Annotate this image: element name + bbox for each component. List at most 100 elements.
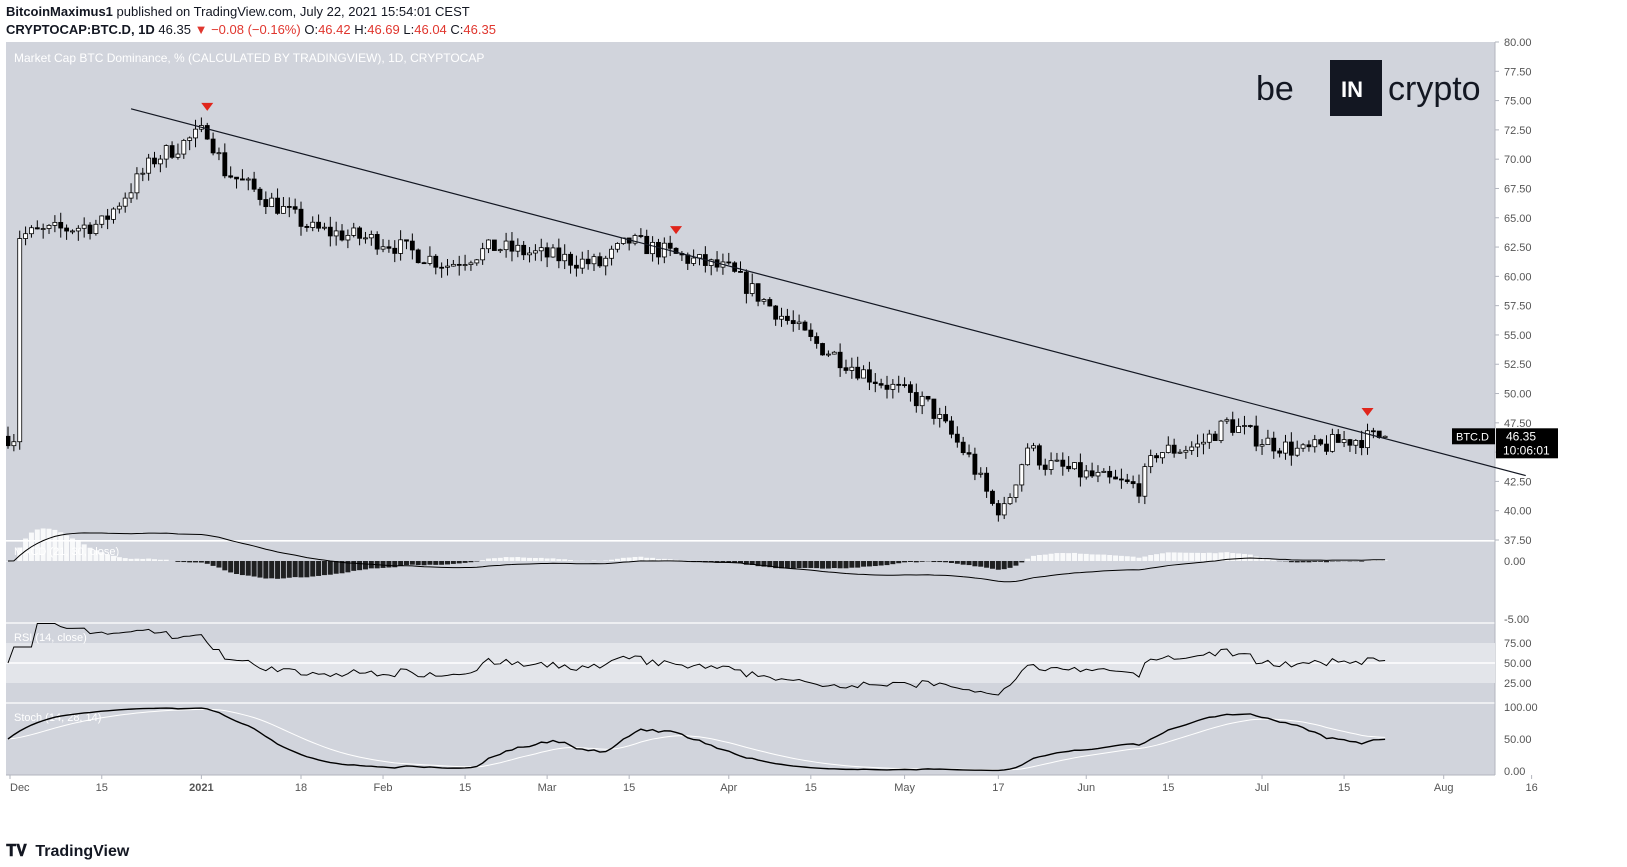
y-tick-label: 37.50 xyxy=(1504,535,1532,547)
candle xyxy=(1224,419,1230,422)
y-tick-label: 62.50 xyxy=(1504,242,1532,254)
candle xyxy=(767,299,773,307)
macd-bar xyxy=(644,557,650,561)
macd-bar xyxy=(193,561,199,563)
macd-bar xyxy=(966,561,972,566)
candle xyxy=(357,227,363,239)
candle xyxy=(1206,433,1212,443)
macd-bar xyxy=(456,561,462,564)
candle xyxy=(1259,444,1265,447)
macd-bar xyxy=(251,561,257,577)
candle xyxy=(820,343,825,356)
candle xyxy=(515,244,521,252)
candle xyxy=(890,383,896,390)
candle xyxy=(281,206,286,214)
candle xyxy=(339,230,345,241)
candle xyxy=(1201,441,1206,445)
candle xyxy=(1382,435,1388,438)
candle xyxy=(234,176,239,180)
tradingview-footer[interactable]: 𝐓𝐕 TradingView xyxy=(6,843,129,861)
brand-mid: IN xyxy=(1341,77,1363,102)
candle xyxy=(585,258,591,265)
candle xyxy=(81,224,87,229)
candle xyxy=(216,152,222,155)
candle xyxy=(497,249,503,252)
candle xyxy=(310,221,316,228)
macd-bar xyxy=(1212,553,1218,561)
macd-bar xyxy=(943,561,949,563)
y-tick-label: 70.00 xyxy=(1504,154,1532,166)
macd-bar xyxy=(1036,554,1042,561)
candle xyxy=(931,398,937,419)
high-value: 46.69 xyxy=(367,22,400,37)
candle xyxy=(392,247,398,254)
candle xyxy=(913,392,919,407)
macd-bar xyxy=(134,558,140,561)
macd-bar xyxy=(1265,558,1271,561)
brand-right: crypto xyxy=(1388,70,1481,108)
macd-bar xyxy=(626,557,632,561)
macd-bar xyxy=(1271,559,1277,561)
macd-bar xyxy=(339,561,345,574)
candle xyxy=(1265,437,1271,445)
macd-bar xyxy=(1294,561,1300,563)
macd-bar xyxy=(948,561,954,563)
candle xyxy=(814,336,820,344)
macd-bar xyxy=(198,561,204,563)
x-tick-label: Aug xyxy=(1434,782,1454,794)
candle xyxy=(954,433,960,443)
stoch-tick-label: 50.00 xyxy=(1504,734,1532,746)
macd-bar xyxy=(919,561,925,562)
macd-bar xyxy=(673,559,679,561)
macd-bar xyxy=(738,561,743,564)
candle xyxy=(1183,449,1189,453)
macd-bar xyxy=(1370,560,1376,561)
macd-bar xyxy=(1113,555,1119,561)
macd-bar xyxy=(286,561,292,578)
macd-bar xyxy=(392,561,398,568)
macd-bar xyxy=(902,561,908,563)
candle xyxy=(58,221,64,229)
macd-bar xyxy=(532,557,538,561)
macd-bar xyxy=(978,561,984,567)
candle xyxy=(122,197,128,207)
macd-bar xyxy=(884,561,890,566)
macd-bar xyxy=(1154,554,1160,561)
candle xyxy=(556,247,562,262)
candle xyxy=(1136,483,1142,497)
y-tick-label: 42.50 xyxy=(1504,476,1532,488)
macd-bar xyxy=(216,561,222,568)
candle xyxy=(995,503,1001,516)
price-tag-countdown: 10:06:01 xyxy=(1503,443,1550,457)
x-tick-label: 2021 xyxy=(189,782,213,794)
macd-bar xyxy=(1031,555,1036,561)
candle xyxy=(966,452,972,455)
macd-bar xyxy=(5,561,11,562)
x-tick-label: Jul xyxy=(1255,782,1269,794)
candle xyxy=(960,441,966,454)
candle xyxy=(603,257,609,267)
macd-bar xyxy=(1224,552,1230,561)
candle xyxy=(222,152,228,177)
y-tick-label: 40.00 xyxy=(1504,506,1532,518)
macd-bar xyxy=(298,561,304,578)
macd-bar xyxy=(409,561,415,565)
pane-bg-3 xyxy=(6,703,1495,775)
macd-bar xyxy=(491,558,497,561)
macd-bar xyxy=(913,561,919,563)
candle xyxy=(140,172,146,175)
last-value: 46.35 xyxy=(158,22,191,37)
macd-bar xyxy=(1183,552,1189,561)
macd-bar xyxy=(280,561,286,579)
candle xyxy=(919,395,925,407)
macd-bar xyxy=(327,561,333,575)
candle xyxy=(1142,466,1148,497)
candle xyxy=(673,247,679,254)
candle xyxy=(345,234,351,241)
author-name[interactable]: BitcoinMaximus1 xyxy=(6,4,113,19)
macd-bar xyxy=(93,550,99,561)
macd-bar xyxy=(1230,553,1236,561)
macd-bar xyxy=(655,558,661,561)
candle xyxy=(46,224,52,229)
